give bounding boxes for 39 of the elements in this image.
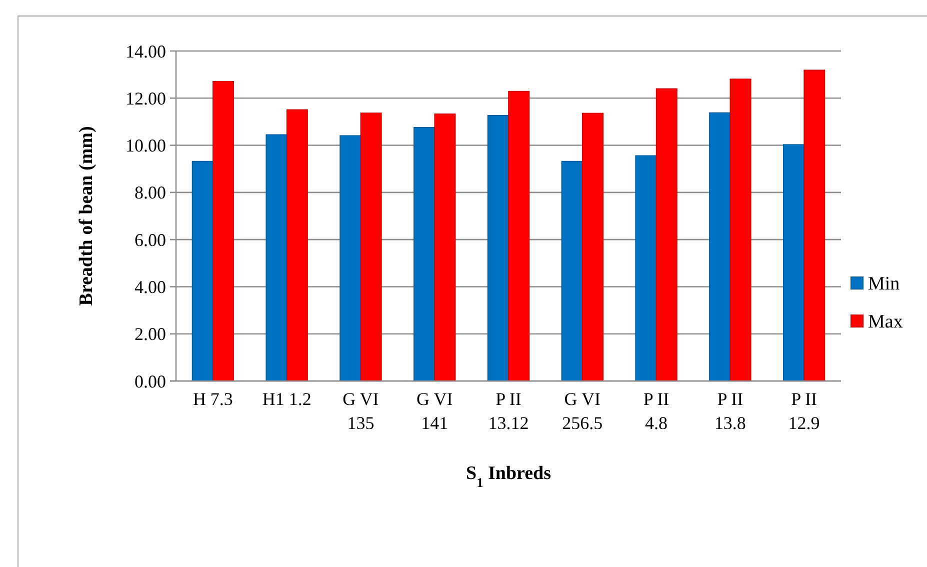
bar [286, 109, 308, 382]
bar [434, 114, 456, 382]
x-tick-label: P II 13.8 [714, 389, 746, 433]
x-tick-label: P II 13.12 [488, 389, 529, 433]
bar [266, 134, 288, 382]
x-tick-label: H1 1.2 [262, 389, 312, 409]
bar [212, 81, 234, 382]
y-tick-label: 2.00 [134, 324, 166, 344]
x-tick-label: P II 4.8 [643, 389, 670, 433]
x-tick-label: G VI 135 [342, 389, 379, 433]
bar [508, 90, 530, 382]
y-tick-label: 0.00 [134, 371, 166, 392]
bar [635, 155, 657, 382]
bar [782, 144, 804, 382]
bar [561, 160, 583, 382]
x-tick-label: H 7.3 [192, 389, 233, 409]
bar [656, 88, 678, 382]
legend-label: Max [868, 312, 904, 333]
bar [804, 70, 826, 382]
y-tick-label: 14.00 [126, 41, 166, 62]
x-tick-label: G VI 141 [416, 389, 453, 433]
legend-label: Min [868, 274, 900, 295]
y-tick-label: 12.00 [126, 88, 166, 108]
bar [192, 160, 214, 382]
bar [582, 112, 604, 382]
y-tick-label: 6.00 [134, 230, 166, 250]
bar [340, 135, 362, 382]
x-tick-label: G VI 256.5 [562, 389, 603, 433]
x-tick-label: P II 12.9 [788, 389, 820, 433]
bar [730, 78, 752, 382]
bar [709, 112, 731, 382]
bar [487, 114, 509, 382]
x-axis-title: S$_{1}$ Inbreds [466, 463, 551, 490]
y-tick-label: 10.00 [126, 136, 166, 156]
y-axis-title: Breadth of bean (mm) [76, 126, 97, 306]
y-tick-label: 8.00 [134, 182, 166, 203]
y-tick-label: 4.00 [134, 277, 166, 298]
bar [360, 112, 382, 382]
bar [414, 126, 436, 382]
